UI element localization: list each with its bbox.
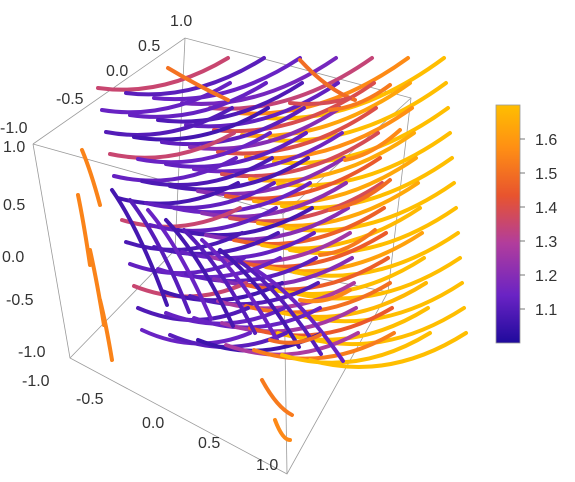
streamline xyxy=(96,56,230,92)
streamline xyxy=(268,333,322,345)
streamline xyxy=(184,81,340,129)
streamline xyxy=(298,288,352,304)
streamline xyxy=(248,131,416,183)
streamline xyxy=(304,306,466,347)
streamline xyxy=(200,238,279,342)
streamline xyxy=(98,298,114,362)
streamline xyxy=(132,106,270,142)
streamline xyxy=(120,206,242,229)
streamline xyxy=(110,188,169,307)
streamline xyxy=(140,156,274,187)
x-tick: 0.5 xyxy=(198,435,220,452)
streamline xyxy=(152,56,302,102)
streamline xyxy=(80,148,102,207)
z-tick: 0.5 xyxy=(3,197,25,214)
streamline xyxy=(244,106,414,161)
streamline xyxy=(328,83,392,112)
y-tick: 0.5 xyxy=(138,38,160,55)
streamline xyxy=(252,331,396,361)
streamline xyxy=(124,231,244,252)
x-tick: 1.0 xyxy=(256,457,278,474)
x-tick: 0.0 xyxy=(142,415,164,432)
streamline xyxy=(112,156,238,183)
streamline xyxy=(216,106,378,156)
streamline xyxy=(168,156,310,192)
y-tick: -0.5 xyxy=(56,91,84,108)
x-tick: -0.5 xyxy=(76,391,104,408)
streamline xyxy=(252,156,418,206)
streamline xyxy=(124,56,266,97)
colorbar-tick-label: 1.3 xyxy=(535,234,557,251)
streamline xyxy=(176,206,314,238)
y-tick: -1.0 xyxy=(0,120,28,137)
streamline xyxy=(104,106,234,137)
streamlines xyxy=(76,56,468,442)
z-tick: 1.0 xyxy=(3,139,25,156)
streamline xyxy=(188,106,342,151)
z-tick: -0.5 xyxy=(6,292,34,309)
streamline xyxy=(164,218,235,328)
streamline xyxy=(280,156,454,210)
colorbar-tick-label: 1.4 xyxy=(535,200,557,217)
colorbar-tick-label: 1.5 xyxy=(535,166,557,183)
streamline xyxy=(273,418,292,442)
streamline xyxy=(76,193,92,267)
streamline xyxy=(272,106,450,166)
streamline xyxy=(144,181,276,210)
x-tick: -1.0 xyxy=(22,373,50,390)
streamline xyxy=(140,328,252,346)
streamline xyxy=(260,378,294,417)
streamline xyxy=(236,231,388,269)
streamline xyxy=(308,331,468,370)
streamline xyxy=(166,66,230,102)
streamline xyxy=(276,131,452,188)
streamline xyxy=(128,81,268,119)
z-axis-ticks: -1.0 -0.5 0.0 0.5 1.0 xyxy=(2,139,46,361)
streamline xyxy=(343,128,402,162)
y-tick: 1.0 xyxy=(170,13,192,30)
streamline xyxy=(180,56,338,106)
streamline xyxy=(218,248,301,349)
streamline xyxy=(160,106,306,147)
streamline xyxy=(182,228,257,335)
streamline xyxy=(288,96,352,106)
colorbar-tick-label: 1.6 xyxy=(535,132,557,149)
streamline xyxy=(108,131,236,160)
streamline xyxy=(318,228,377,257)
x-axis-ticks: -1.0 -0.5 0.0 0.5 1.0 xyxy=(22,373,278,474)
streamline xyxy=(100,81,232,115)
streamline xyxy=(128,198,191,314)
streamline xyxy=(212,81,376,134)
streamline xyxy=(328,178,392,212)
streamline xyxy=(296,256,462,301)
streamline xyxy=(220,131,380,178)
streamline xyxy=(156,81,304,124)
y-axis-ticks: -1.0 -0.5 0.0 0.5 1.0 xyxy=(0,13,192,137)
streamline xyxy=(172,181,312,215)
z-tick: 0.0 xyxy=(2,249,24,266)
streamline xyxy=(180,231,316,261)
colorbar-gradient xyxy=(495,104,521,344)
colorbar-tick-label: 1.2 xyxy=(535,268,557,285)
y-tick: 0.0 xyxy=(106,63,128,80)
streamline xyxy=(136,131,272,165)
colorbar-tick-label: 1.1 xyxy=(535,302,557,319)
streamline xyxy=(224,331,360,357)
streamline xyxy=(264,231,424,274)
z-tick: -1.0 xyxy=(18,344,46,361)
streamline xyxy=(254,268,345,363)
streamline xyxy=(280,331,432,365)
streamline xyxy=(204,206,350,242)
streamline xyxy=(164,131,308,169)
streamline xyxy=(300,281,464,324)
colorbar: 1.1 1.2 1.3 1.4 1.5 1.6 xyxy=(495,104,557,344)
streamline xyxy=(146,208,213,321)
